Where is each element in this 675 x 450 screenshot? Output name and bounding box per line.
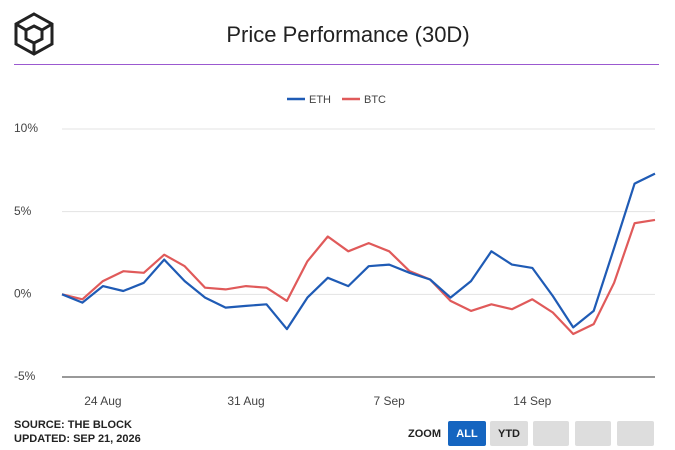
- y-tick-label: 0%: [14, 287, 32, 301]
- series-line: [61, 172, 656, 331]
- series-line: [61, 218, 656, 336]
- zoom-ytd[interactable]: [490, 421, 528, 446]
- title: Price Performance (30D): [226, 22, 469, 47]
- x-tick-label: 24 Aug: [84, 394, 121, 408]
- x-tick-label: 14 Sep: [513, 394, 551, 408]
- legend-label: BTC: [364, 94, 386, 106]
- y-tick-label: 5%: [14, 204, 32, 218]
- zoom-all-label[interactable]: ALL: [456, 428, 478, 440]
- zoom-ytd-label[interactable]: YTD: [498, 428, 520, 440]
- source: SOURCE: THE BLOCK: [14, 419, 132, 431]
- x-tick-label: 31 Aug: [227, 394, 264, 408]
- zoom-button[interactable]: [533, 421, 569, 446]
- logo: [14, 12, 54, 56]
- x-tick-label: 7 Sep: [373, 394, 405, 408]
- zoom-label: ZOOM: [408, 428, 441, 440]
- y-tick-label: 10%: [14, 121, 38, 135]
- zoom-button[interactable]: [575, 421, 611, 446]
- zoom-button[interactable]: [617, 421, 654, 446]
- legend-label: ETH: [309, 94, 331, 106]
- zoom-all[interactable]: [448, 421, 486, 446]
- y-tick-label: -5%: [14, 369, 36, 383]
- updated: UPDATED: SEP 21, 2026: [14, 433, 141, 445]
